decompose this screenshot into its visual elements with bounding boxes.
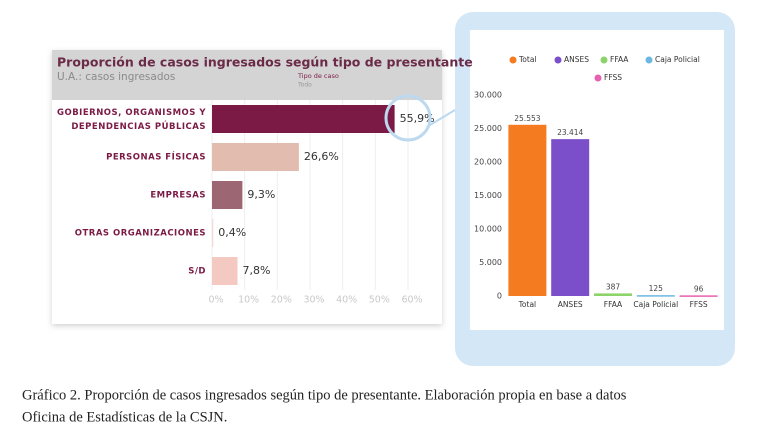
legend-swatch (645, 56, 653, 64)
value-label: 23.414 (557, 128, 583, 137)
y-tick-label: 5.000 (479, 258, 502, 267)
value-label: 125 (649, 284, 664, 293)
chart-title: Proporción de casos ingresados según tip… (57, 55, 473, 70)
x-tick-label: FFSS (690, 300, 708, 309)
bar-chart: 0 5.000 10.000 15.000 20.000 25.000 30.000 25.5… (474, 55, 718, 309)
y-tick-label: GOBIERNOS, ORGANISMOS Y DEPENDENCIAS PÚBL… (57, 108, 206, 132)
value-label: 25.553 (514, 114, 540, 123)
x-tick-label: 50% (369, 295, 390, 306)
zoom-circle (384, 94, 432, 142)
legend-swatch (509, 56, 517, 64)
x-tick-label: 60% (401, 295, 422, 306)
bar (212, 105, 395, 133)
x-tick-label: 20% (271, 295, 292, 306)
zoom-connector (429, 109, 456, 126)
x-tick-label: 30% (303, 295, 324, 306)
value-label: 7,8% (242, 264, 270, 277)
bar (594, 293, 632, 296)
value-label: 96 (694, 284, 704, 293)
legend-label: Caja Policial (655, 55, 700, 64)
y-tick-label: 15.000 (474, 191, 502, 200)
chart-subtitle: U.A.: casos ingresados (57, 71, 175, 83)
y-tick-label: 10.000 (474, 225, 502, 234)
hbar-chart: 0% 10% 20% 30% 40% 50% 60% GOBIERNOS, ORGANISMO… (57, 100, 435, 306)
legend-label: FFSS (604, 73, 622, 82)
y-tick-label: OTRAS ORGANIZACIONES (75, 229, 206, 239)
y-tick-label: 20.000 (474, 158, 502, 167)
caption-line: Gráfico 2. Proporción de casos ingresado… (22, 387, 627, 403)
x-tick-label: 40% (336, 295, 357, 306)
y-tick-label: EMPRESAS (150, 191, 206, 201)
bar (551, 139, 590, 296)
legend-label: FFAA (610, 55, 629, 64)
bar (212, 143, 299, 171)
filter-value: Todo (297, 82, 312, 89)
y-tick-label: 30.000 (474, 91, 502, 100)
title-bar (52, 50, 442, 100)
x-tick-label: 0% (208, 295, 223, 306)
filter-label: Tipo de caso (297, 72, 339, 80)
value-label: 387 (606, 282, 621, 291)
bar (636, 295, 675, 297)
bar (212, 219, 214, 247)
x-tick-label: FFAA (604, 300, 623, 309)
bar (212, 181, 243, 209)
legend-swatch (554, 56, 562, 64)
x-tick-label: 10% (238, 295, 259, 306)
x-tick-label: Total (518, 300, 537, 309)
bar (679, 295, 718, 297)
y-tick-label: S/D (188, 267, 206, 277)
value-label: 9,3% (247, 188, 275, 201)
caption-line: Oficina de Estadísticas de la CSJN. (22, 409, 227, 425)
legend-swatch (594, 74, 602, 82)
legend-swatch (600, 56, 608, 64)
value-label: 0,4% (218, 226, 246, 239)
value-label: 26,6% (304, 150, 339, 163)
x-tick-label: ANSES (558, 300, 583, 309)
bar (508, 124, 547, 297)
legend-label: ANSES (564, 55, 589, 64)
y-tick-label: PERSONAS FÍSICAS (106, 151, 206, 163)
value-label: 55,9% (400, 112, 435, 125)
bar (212, 257, 238, 285)
y-tick-label: 0 (497, 292, 502, 301)
y-tick-label: 25.000 (474, 124, 502, 133)
legend-label: Total (518, 55, 537, 64)
x-tick-label: Caja Policial (633, 300, 678, 309)
